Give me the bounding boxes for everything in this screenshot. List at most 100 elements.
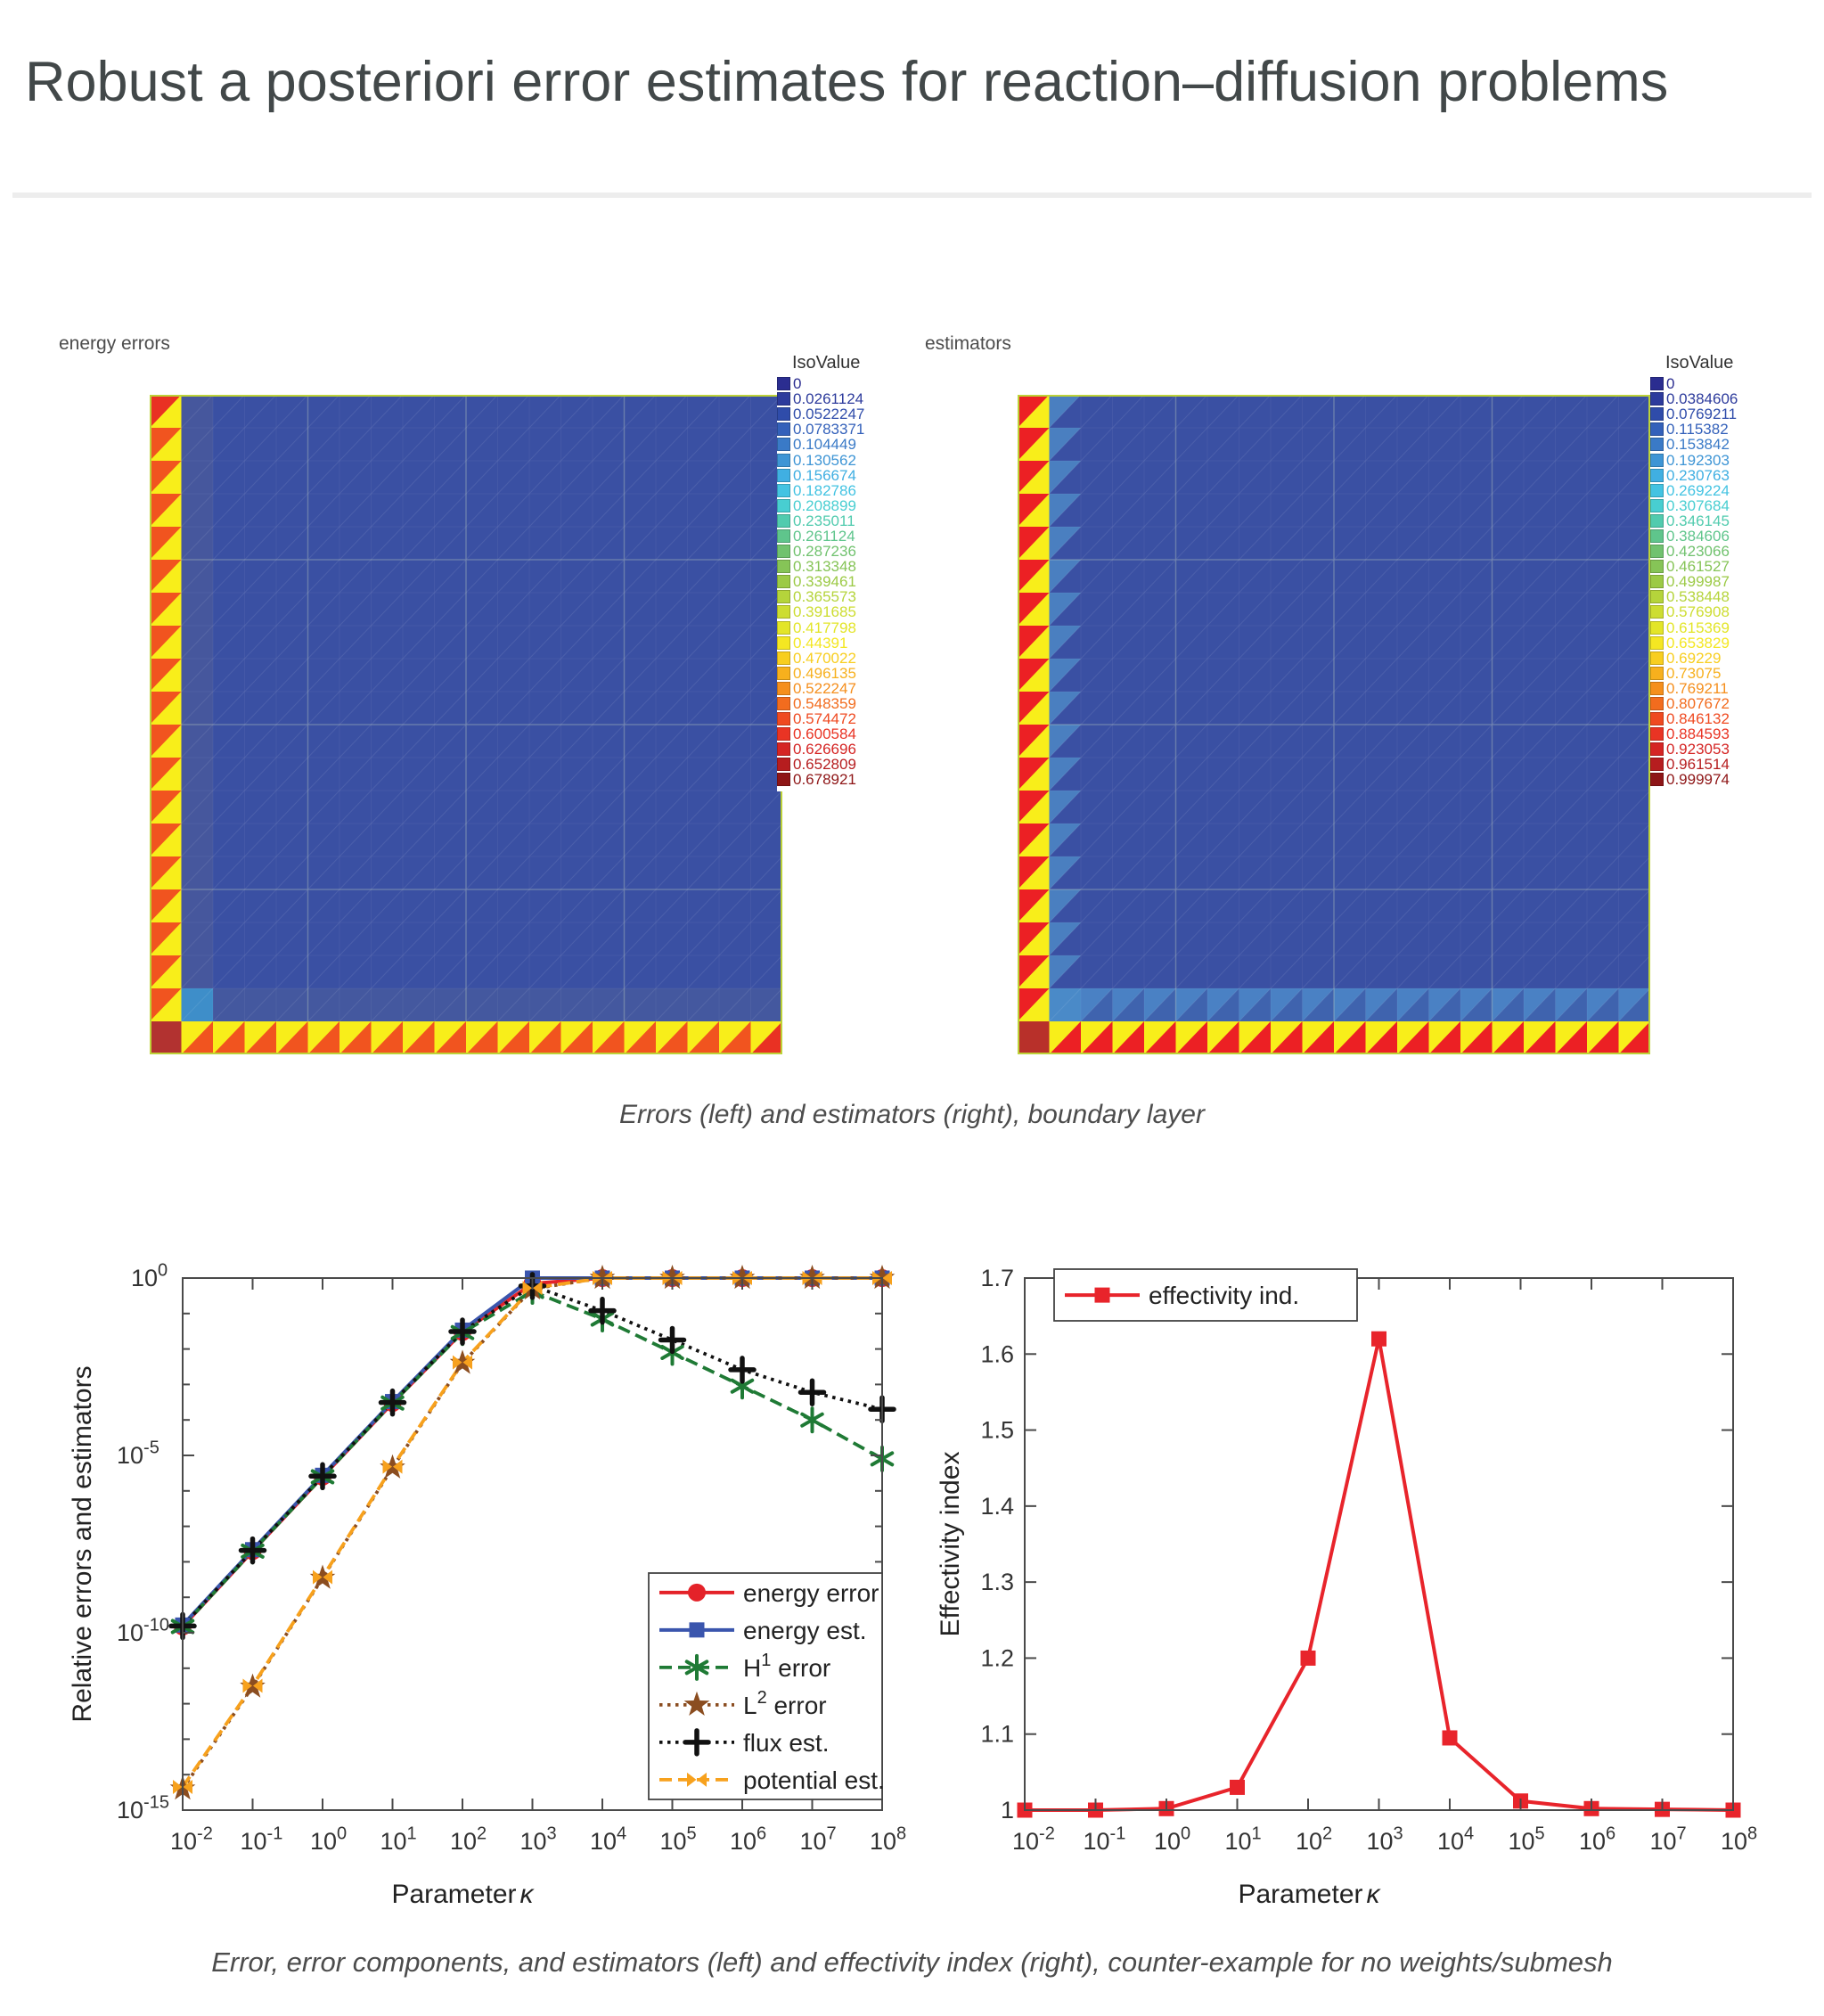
iso-value: 0.522247 bbox=[793, 679, 856, 697]
iso-legend-row: 0.417798 bbox=[777, 620, 864, 635]
iso-swatch bbox=[1650, 422, 1664, 437]
iso-swatch bbox=[777, 697, 790, 711]
iso-swatch bbox=[1650, 575, 1664, 589]
svg-text:107: 107 bbox=[800, 1824, 837, 1855]
iso-legend-row: 0.182786 bbox=[777, 483, 864, 498]
iso-swatch bbox=[777, 575, 790, 589]
svg-text:108: 108 bbox=[870, 1824, 906, 1855]
svg-text:effectivity ind.: effectivity ind. bbox=[1149, 1282, 1299, 1309]
svg-text:100: 100 bbox=[1154, 1824, 1190, 1855]
iso-swatch bbox=[1650, 468, 1664, 482]
iso-swatch bbox=[777, 453, 790, 467]
iso-legend-row: 0.678921 bbox=[777, 772, 864, 787]
iso-legend-row: 0 bbox=[777, 376, 864, 391]
iso-legend-row: 0.235011 bbox=[777, 513, 864, 529]
iso-legend-row: 0.339461 bbox=[777, 574, 864, 589]
iso-swatch bbox=[1650, 712, 1664, 726]
iso-value: 0.192303 bbox=[1666, 451, 1730, 469]
svg-text:101: 101 bbox=[380, 1824, 417, 1855]
mesh-plot-estimators bbox=[1018, 395, 1650, 1054]
iso-legend-row: 0.0783371 bbox=[777, 422, 864, 437]
page-title: Robust a posteriori error estimates for … bbox=[25, 51, 1669, 114]
svg-text:10-2: 10-2 bbox=[1012, 1824, 1055, 1855]
iso-legend-row: 0.615369 bbox=[1650, 620, 1738, 635]
iso-swatch bbox=[1650, 545, 1664, 559]
svg-text:100: 100 bbox=[131, 1261, 168, 1291]
iso-legend-row: 0.423066 bbox=[1650, 544, 1738, 559]
iso-value: 0.287236 bbox=[793, 543, 856, 561]
iso-value: 0.313348 bbox=[793, 558, 856, 576]
svg-text:10-1: 10-1 bbox=[241, 1824, 283, 1855]
svg-text:Relative errors and estimators: Relative errors and estimators bbox=[68, 1365, 97, 1722]
iso-legend-row: 0.156674 bbox=[777, 468, 864, 483]
iso-legend-row: 0.461527 bbox=[1650, 559, 1738, 574]
iso-legend-row: 0.769211 bbox=[1650, 681, 1738, 696]
iso-legend-row: 0.884593 bbox=[1650, 726, 1738, 742]
iso-value: 0.235011 bbox=[793, 512, 855, 529]
iso-value: 0.807672 bbox=[1666, 695, 1730, 713]
iso-legend-row: 0.391685 bbox=[777, 604, 864, 619]
iso-legend-rows: 0 0.0384606 0.0769211 0.115382 0.153842 … bbox=[1650, 376, 1738, 788]
svg-text:10-15: 10-15 bbox=[117, 1793, 169, 1823]
iso-swatch bbox=[777, 712, 790, 726]
mesh-left-label: energy errors bbox=[59, 333, 170, 354]
iso-swatch bbox=[777, 392, 790, 406]
iso-value: 0.0769211 bbox=[1666, 406, 1738, 423]
svg-text:106: 106 bbox=[1579, 1824, 1615, 1855]
iso-legend-row: 0.365573 bbox=[777, 589, 864, 604]
iso-value: 0.470022 bbox=[793, 649, 856, 667]
mesh-right-label: estimators bbox=[925, 333, 1011, 354]
iso-swatch bbox=[1650, 513, 1664, 528]
svg-text:Parameter: Parameter bbox=[391, 1880, 516, 1909]
iso-legend-title: IsoValue bbox=[792, 353, 861, 373]
iso-value: 0.208899 bbox=[793, 496, 856, 514]
svg-text:101: 101 bbox=[1225, 1824, 1262, 1855]
svg-text:104: 104 bbox=[590, 1824, 626, 1855]
iso-legend-row: 0.470022 bbox=[777, 651, 864, 666]
iso-swatch bbox=[1650, 773, 1664, 787]
svg-text:energy error: energy error bbox=[743, 1579, 879, 1607]
iso-swatch bbox=[1650, 651, 1664, 665]
svg-text:105: 105 bbox=[1509, 1824, 1545, 1855]
iso-value: 0.0522247 bbox=[793, 406, 865, 423]
chart-relative-errors: 10-2 10-1 100 101 102 103 104 105 106 107 108 10-15… bbox=[68, 1261, 906, 1909]
iso-legend-rows: 0 0.0261124 0.0522247 0.0783371 0.104449… bbox=[777, 376, 864, 788]
iso-value: 0.365573 bbox=[793, 588, 856, 606]
iso-value: 0.417798 bbox=[793, 619, 856, 636]
svg-text:1.1: 1.1 bbox=[980, 1721, 1014, 1748]
svg-text:1.2: 1.2 bbox=[980, 1644, 1014, 1671]
iso-swatch bbox=[777, 483, 790, 497]
iso-legend-row: 0.0384606 bbox=[1650, 391, 1738, 406]
iso-value: 0.923053 bbox=[1666, 741, 1730, 758]
iso-swatch bbox=[777, 590, 790, 604]
iso-swatch bbox=[1650, 529, 1664, 543]
iso-swatch bbox=[1650, 742, 1664, 757]
svg-text:100: 100 bbox=[310, 1824, 347, 1855]
iso-swatch bbox=[777, 651, 790, 665]
iso-value: 0.423066 bbox=[1666, 543, 1730, 561]
figure1-caption: Errors (left) and estimators (right), bo… bbox=[619, 1100, 1205, 1129]
svg-text:106: 106 bbox=[730, 1824, 766, 1855]
iso-legend-row: 0.576908 bbox=[1650, 604, 1738, 619]
iso-legend-row: 0 bbox=[1650, 376, 1738, 391]
iso-legend-right: IsoValue 0 0.0384606 0.0769211 0.115382 … bbox=[1650, 351, 1742, 791]
iso-swatch bbox=[777, 635, 790, 650]
iso-legend-row: 0.104449 bbox=[777, 437, 864, 452]
iso-swatch bbox=[777, 407, 790, 422]
iso-value: 0.115382 bbox=[1666, 421, 1729, 438]
svg-text:H1 error: H1 error bbox=[743, 1651, 830, 1682]
iso-value: 0.678921 bbox=[793, 771, 856, 789]
svg-text:103: 103 bbox=[1367, 1824, 1403, 1855]
svg-text:10-2: 10-2 bbox=[170, 1824, 213, 1855]
iso-swatch bbox=[1650, 697, 1664, 711]
iso-legend-row: 0.652809 bbox=[777, 757, 864, 772]
iso-swatch bbox=[777, 422, 790, 437]
iso-legend-row: 0.346145 bbox=[1650, 513, 1738, 529]
svg-text:10-1: 10-1 bbox=[1084, 1824, 1126, 1855]
iso-value: 0.339461 bbox=[793, 573, 856, 591]
iso-legend-row: 0.923053 bbox=[1650, 742, 1738, 757]
iso-value: 0.69229 bbox=[1666, 649, 1722, 667]
iso-value: 0.576908 bbox=[1666, 603, 1730, 621]
iso-legend-row: 0.261124 bbox=[777, 529, 864, 544]
svg-text:1.5: 1.5 bbox=[980, 1417, 1014, 1444]
